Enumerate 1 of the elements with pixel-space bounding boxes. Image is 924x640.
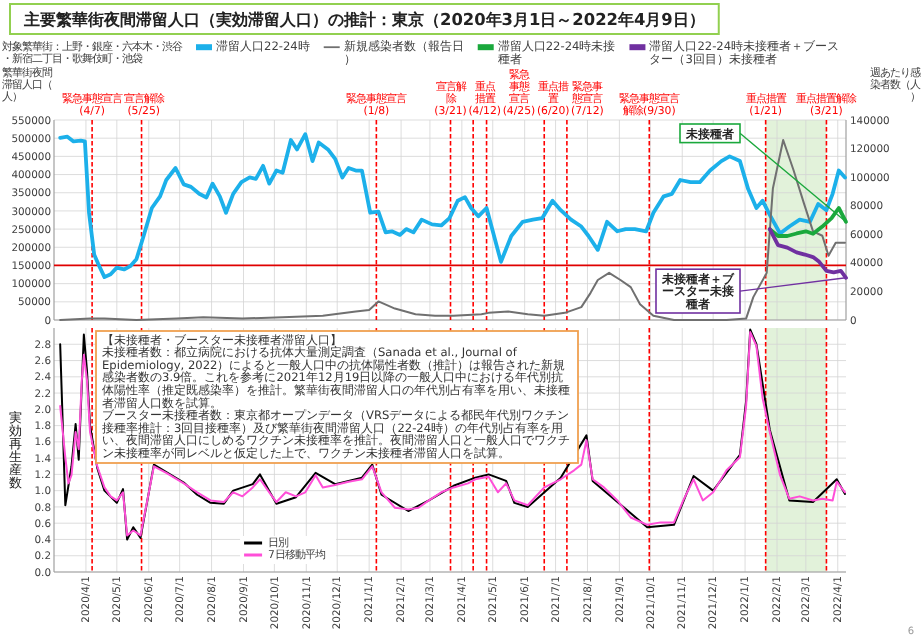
chart-title: 主要繁華街夜間滞留人口（実効滞留人口）の推計：東京（2020年3月1日～2022年4月9日） (22, 9, 705, 29)
